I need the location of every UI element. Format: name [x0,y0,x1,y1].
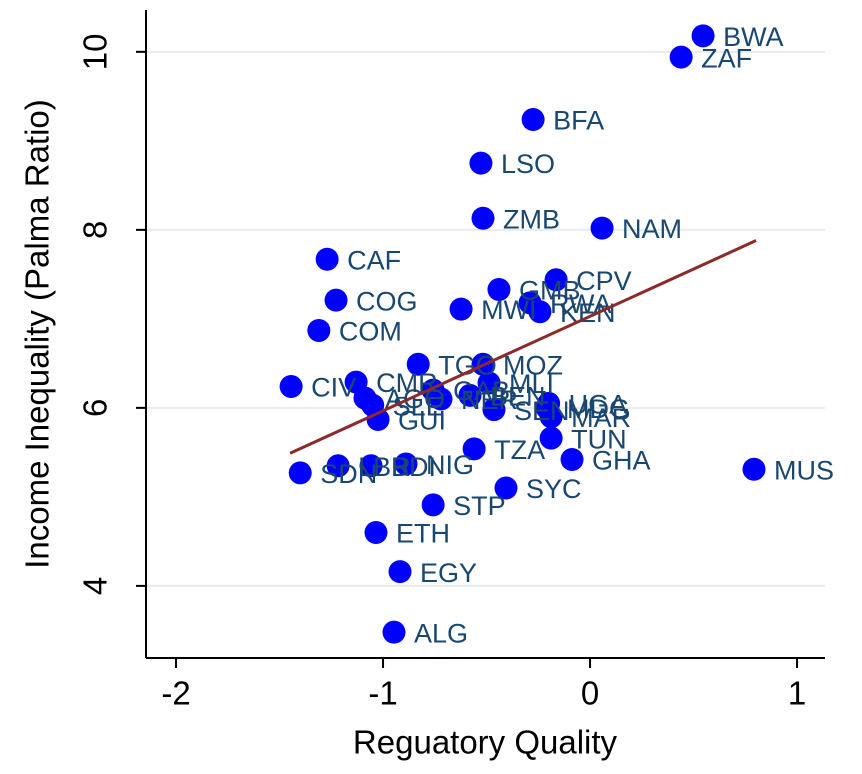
point [590,216,614,240]
point-label: COM [339,317,402,347]
point-label: COG [356,286,418,316]
point-label: CAF [347,245,401,275]
point [359,454,383,478]
x-tick-label: -1 [368,675,397,712]
point [315,247,339,271]
point-label: MOZ [503,350,563,380]
point [539,405,563,429]
point-label: ETH [396,519,450,549]
point [326,454,350,478]
point-label: UGA [569,390,628,420]
point-label: BEN [490,382,546,412]
x-axis-title: Reguatory Quality [353,724,618,761]
point-label: NER [461,385,518,415]
y-axis-title: Income Inequality (Palma Ratio) [19,99,56,569]
point-label: MDG [567,394,630,424]
point [539,426,563,450]
point-label: NAM [622,214,682,244]
point-label: TUN [571,424,627,454]
point-label: GAB [453,376,510,406]
point-label: RWA [550,289,612,319]
point [394,452,418,476]
point [462,437,486,461]
point [544,268,568,292]
point-label: ZAF [701,43,752,73]
x-tick-label: 1 [788,675,806,712]
point [477,371,501,395]
point [406,352,430,376]
point [669,45,693,69]
point [458,383,482,407]
point [521,107,545,131]
point-label: TGO [438,350,497,380]
point-label: ZMB [503,204,560,234]
x-tick-label: -2 [161,675,190,712]
point-label: MLI [509,369,554,399]
point [382,620,406,644]
point [279,375,303,399]
point-label: SDN [320,459,377,489]
point-label: ALG [414,618,468,648]
point-label: GHA [592,446,651,476]
point-label: CMR [376,368,438,398]
point-label: TZA [494,435,545,465]
point-label: KEN [560,298,616,328]
point [471,206,495,230]
point [449,297,473,321]
point-label: SYC [526,474,582,504]
point-label: EGY [420,558,477,588]
point [528,300,552,324]
point-label: SEN [514,396,570,426]
point [388,560,412,584]
point [364,520,388,544]
point [560,448,584,472]
fit-line [289,239,757,455]
point-label: CIV [311,373,356,403]
point [487,277,511,301]
point-label: GUI [398,406,446,436]
y-tick-label: 4 [77,577,114,595]
point [469,151,493,175]
point-label: MAR [571,403,631,433]
point-label: STP [453,491,506,521]
y-tick-label: 10 [77,33,114,70]
point-label: LBR [358,452,411,482]
point [288,461,312,485]
point [494,476,518,500]
point [429,387,453,411]
x-tick-label: 0 [581,675,599,712]
point [691,24,715,48]
point-label: MWI [481,295,536,325]
point-label: BDI [391,452,436,482]
point-label: CPV [576,266,632,296]
point [307,318,331,342]
point-label: BFA [553,106,604,136]
point [482,398,506,422]
point [366,407,390,431]
point [324,288,348,312]
y-tick-label: 6 [77,399,114,417]
point-label: LSO [501,149,555,179]
y-tick-label: 8 [77,221,114,239]
point [742,457,766,481]
point-label: BWA [723,22,784,52]
point-label: NIG [426,450,474,480]
point-label: GMB [519,276,581,306]
point [421,493,445,517]
point-label: AGO [385,384,445,414]
point-label: MUS [774,455,834,485]
